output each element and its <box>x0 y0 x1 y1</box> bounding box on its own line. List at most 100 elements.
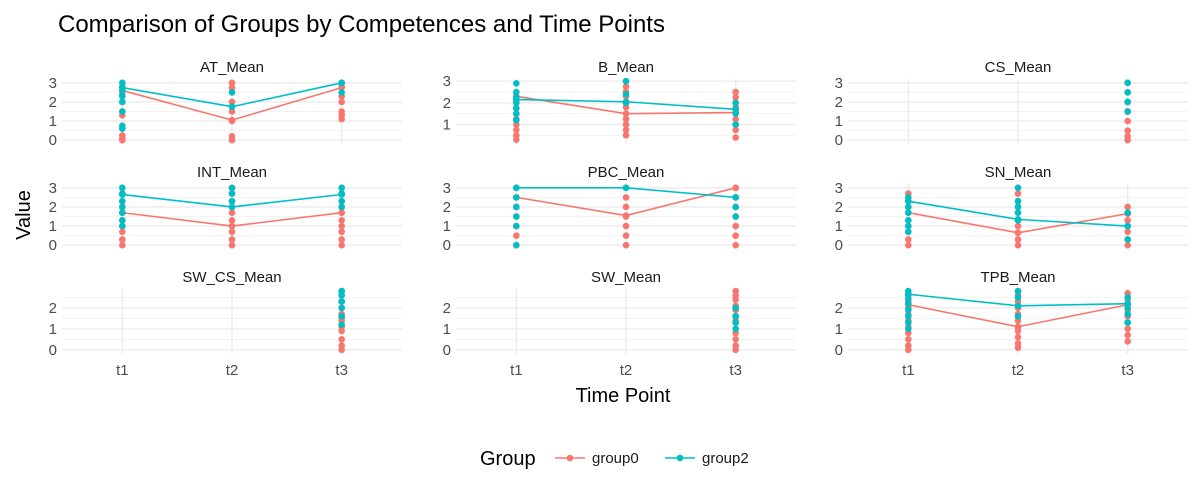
series-group2 <box>732 304 739 333</box>
data-point <box>905 228 912 236</box>
data-point <box>1014 209 1022 216</box>
x-tick-label: t3 <box>1121 362 1134 379</box>
data-point <box>732 134 739 141</box>
y-tick-label: 2 <box>443 199 451 216</box>
y-tick-label: 2 <box>49 199 57 216</box>
data-point <box>1124 325 1131 333</box>
mean-point <box>338 191 345 198</box>
data-point <box>338 336 345 343</box>
data-point <box>513 88 520 96</box>
data-point <box>905 319 912 326</box>
data-point <box>905 241 912 249</box>
x-tick-label: t2 <box>620 362 633 379</box>
data-point <box>732 304 739 312</box>
legend-label: group0 <box>592 450 639 467</box>
y-tick-label: 1 <box>49 218 57 235</box>
data-point <box>1014 241 1022 249</box>
y-tick-label: 3 <box>49 75 57 92</box>
data-point <box>513 110 520 117</box>
mean-point <box>338 79 345 87</box>
data-point <box>732 88 739 96</box>
y-tick-label: 2 <box>49 300 57 317</box>
y-tick-label: 0 <box>835 132 843 149</box>
series-group2 <box>338 287 345 328</box>
data-point <box>1124 209 1131 216</box>
y-tick-label: 0 <box>49 237 57 254</box>
y-tick-label: 3 <box>443 180 451 197</box>
data-point <box>1014 184 1022 192</box>
mean-point <box>622 184 630 192</box>
data-point <box>732 342 739 349</box>
data-point <box>905 222 912 230</box>
y-tick-label: 1 <box>835 321 843 338</box>
data-point <box>338 304 345 312</box>
mean-point <box>622 110 630 117</box>
data-point <box>338 217 345 224</box>
data-point <box>1124 241 1131 249</box>
mean-point <box>338 209 345 216</box>
panel-sw-cs-mean: 0 1 2 SW_CS_Mean t1 t2 t3 <box>49 269 402 379</box>
y-tick-label: 2 <box>443 95 451 112</box>
x-tick-label: t1 <box>116 362 129 379</box>
data-point <box>622 126 630 134</box>
data-point <box>1124 331 1131 339</box>
x-tick-label: t1 <box>902 362 915 379</box>
data-point <box>1014 287 1022 295</box>
series-group2 <box>905 184 1131 243</box>
facet-title: SW_CS_Mean <box>182 269 281 286</box>
y-tick-label: 1 <box>49 321 57 338</box>
data-point <box>228 241 236 249</box>
data-point <box>338 312 345 320</box>
facet-title: TPB_Mean <box>980 269 1055 286</box>
y-tick-label: 2 <box>443 300 451 317</box>
y-tick-label: 0 <box>443 237 451 254</box>
series-group2 <box>905 287 1131 333</box>
chart-title: Comparison of Groups by Competences and … <box>58 11 665 38</box>
series-group2 <box>513 77 739 128</box>
data-point <box>732 213 739 220</box>
series-group2 <box>1124 79 1131 115</box>
y-tick-label: 1 <box>443 218 451 235</box>
mean-point <box>732 184 739 192</box>
data-point <box>119 197 126 205</box>
panel-int-mean: 0 1 2 3 INT_Mean <box>49 164 402 254</box>
data-point <box>513 126 520 134</box>
data-point <box>732 222 739 230</box>
legend-key-point <box>676 454 684 462</box>
data-point <box>622 203 630 211</box>
facet-title: AT_Mean <box>200 59 264 76</box>
x-tick-label: t2 <box>1012 362 1025 379</box>
legend-label: group2 <box>702 450 749 467</box>
y-tick-label: 1 <box>443 321 451 338</box>
data-point <box>119 203 126 211</box>
data-point <box>119 209 126 216</box>
data-point <box>1124 319 1131 326</box>
data-point <box>622 241 630 249</box>
data-point <box>622 194 630 201</box>
mean-point <box>1014 323 1022 331</box>
mean-point <box>1124 300 1131 307</box>
data-point <box>1014 203 1022 211</box>
mean-point <box>513 96 520 103</box>
data-point <box>1124 294 1131 301</box>
data-point <box>228 236 236 243</box>
x-tick-label: t3 <box>729 362 742 379</box>
mean-point <box>119 191 126 198</box>
data-point <box>119 184 126 192</box>
data-point <box>622 132 630 139</box>
x-tick-label: t2 <box>226 362 239 379</box>
data-point <box>228 89 236 96</box>
data-point <box>513 222 520 230</box>
data-point <box>622 232 630 239</box>
data-point <box>119 222 126 230</box>
data-point <box>513 241 520 249</box>
data-point <box>119 241 126 249</box>
mean-point <box>228 222 236 230</box>
y-tick-label: 1 <box>835 218 843 235</box>
mean-point <box>1124 98 1131 106</box>
data-point <box>905 300 912 307</box>
data-point <box>732 336 739 343</box>
x-tick-label: t3 <box>335 362 348 379</box>
mean-point <box>622 212 630 219</box>
data-point <box>338 197 345 205</box>
